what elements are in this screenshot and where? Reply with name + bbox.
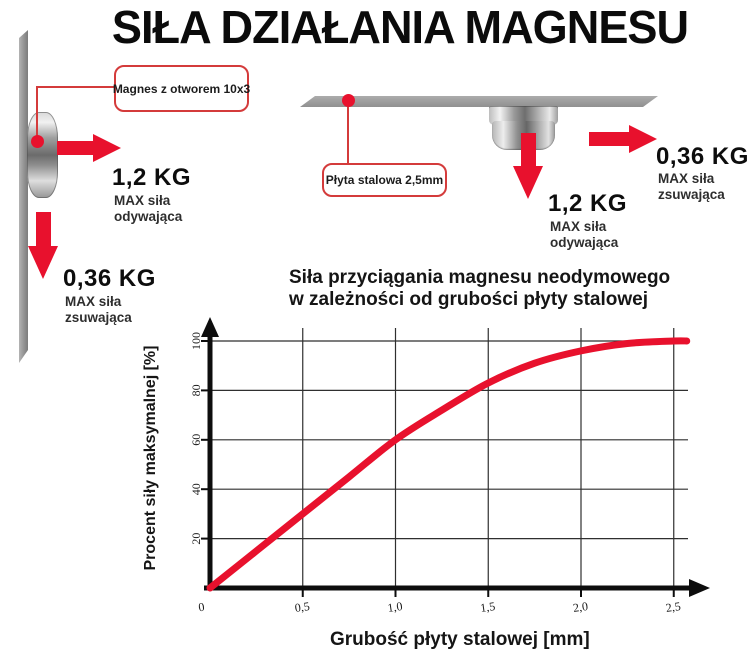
steel-plate-horizontal	[300, 96, 658, 107]
force-chart: 20 40 60 80 100 0 0,5 1,0 1,5 2,0 2,5	[140, 315, 720, 615]
svg-text:0: 0	[197, 600, 205, 615]
arrow-right-icon	[93, 134, 121, 162]
arrow-down-icon	[36, 212, 51, 247]
arrow-down-icon	[28, 246, 58, 279]
magnet-callout-label: Magnes z otworem 10x3	[113, 65, 250, 112]
svg-text:1,5: 1,5	[479, 599, 496, 615]
pull-force-value: 1,2 KG	[112, 164, 192, 191]
pull-force-label: MAX siła odywająca	[114, 193, 182, 225]
chart-title-line2: w zależności od grubości płyty stalowej	[289, 288, 648, 310]
arrow-right-icon	[589, 132, 630, 146]
svg-text:0,5: 0,5	[294, 599, 311, 615]
slide-force-label: MAX siła zsuwająca	[658, 171, 725, 203]
svg-text:100: 100	[189, 332, 203, 350]
force-chart-plot: 20 40 60 80 100 0 0,5 1,0 1,5 2,0 2,5	[189, 317, 710, 615]
svg-text:2,0: 2,0	[572, 599, 589, 615]
chart-title-line1: Siła przyciągania magnesu neodymowego	[289, 267, 671, 288]
callout-leader-line	[347, 100, 349, 164]
arrow-down-icon	[513, 166, 543, 199]
steel-plate-vertical	[19, 30, 28, 363]
svg-text:60: 60	[189, 434, 203, 446]
callout-leader-line	[36, 87, 38, 138]
chart-title: Siła przyciągania magnesu neodymowego w …	[289, 267, 670, 310]
slide-force-value: 0,36 KG	[656, 143, 749, 170]
svg-text:40: 40	[189, 483, 203, 495]
svg-text:1,0: 1,0	[387, 599, 404, 615]
x-axis-label: Grubość płyty stalowej [mm]	[330, 629, 590, 650]
pot-magnet-side-view	[27, 112, 58, 198]
callout-anchor-dot	[342, 94, 355, 107]
page-title: SIŁA DZIAŁANIA MAGNESU	[111, 1, 689, 53]
slide-force-label-line2: zsuwająca	[658, 186, 725, 202]
arrow-right-icon	[629, 125, 657, 153]
pot-magnet-hanging	[489, 106, 558, 125]
slide-force-label-line2: zsuwająca	[65, 309, 132, 325]
svg-text:80: 80	[189, 384, 203, 396]
pull-force-label: MAX siła odywająca	[550, 219, 618, 251]
slide-force-label-line1: MAX siła	[658, 171, 715, 186]
svg-text:2,5: 2,5	[665, 599, 682, 615]
pull-force-label-line2: odywająca	[114, 208, 183, 224]
callout-anchor-dot	[31, 135, 44, 148]
slide-force-value: 0,36 KG	[63, 265, 156, 292]
plate-callout-label: Płyta stalowa 2,5mm	[322, 163, 447, 197]
slide-force-label-line1: MAX siła	[65, 294, 122, 309]
arrow-right-icon	[57, 141, 94, 155]
slide-force-label: MAX siła zsuwająca	[65, 294, 132, 326]
pull-force-value: 1,2 KG	[548, 190, 628, 217]
arrow-down-icon	[521, 133, 536, 167]
pull-force-label-line1: MAX siła	[114, 193, 171, 208]
svg-text:20: 20	[189, 533, 203, 545]
pull-force-label-line1: MAX siła	[550, 219, 607, 234]
pull-force-label-line2: odywająca	[550, 234, 619, 250]
callout-leader-line	[36, 86, 115, 88]
